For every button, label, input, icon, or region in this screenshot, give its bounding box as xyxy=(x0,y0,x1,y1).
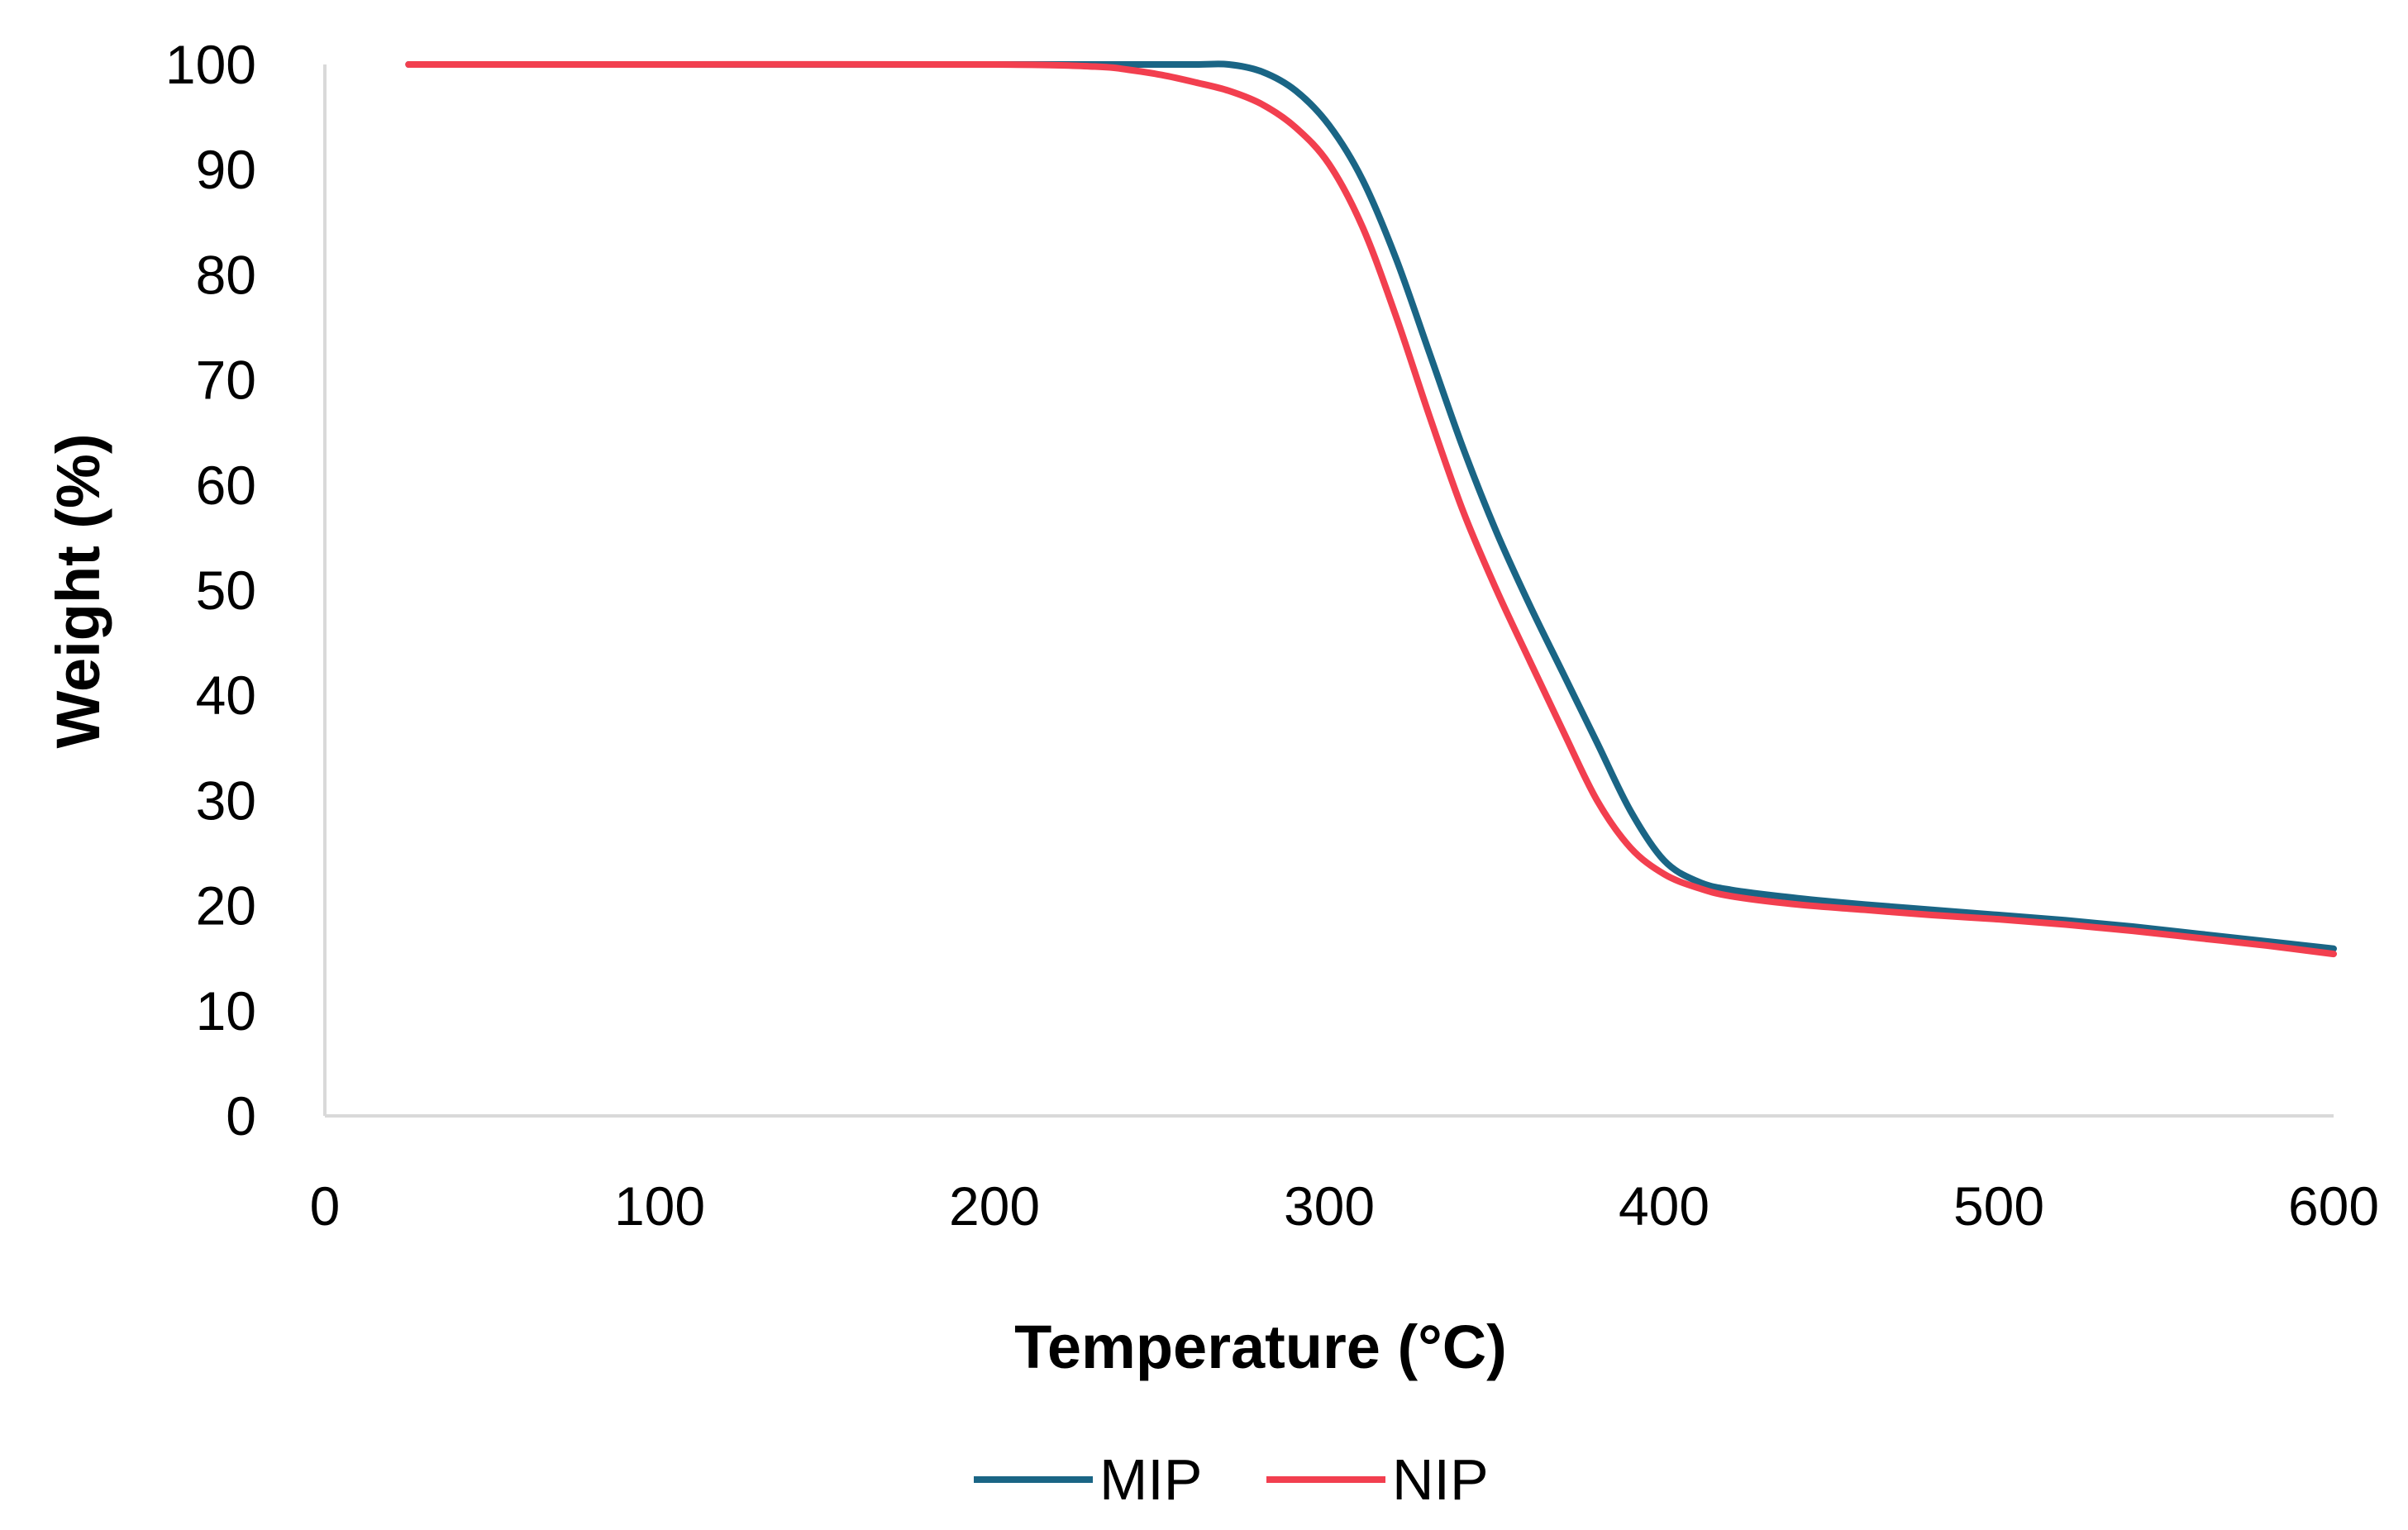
y-tick-label: 80 xyxy=(196,244,256,305)
x-tick-label: 500 xyxy=(1953,1175,2044,1237)
legend-label-mip: MIP xyxy=(1099,1447,1202,1512)
legend-label-nip: NIP xyxy=(1392,1447,1489,1512)
x-tick-label: 300 xyxy=(1284,1175,1375,1237)
y-tick-labels: 0 10 20 30 40 50 60 70 80 90 100 xyxy=(165,34,256,1146)
y-tick-label: 30 xyxy=(196,770,256,831)
x-tick-label: 100 xyxy=(614,1175,705,1237)
x-tick-label: 200 xyxy=(949,1175,1040,1237)
y-tick-label: 70 xyxy=(196,350,256,411)
x-tick-label: 0 xyxy=(310,1175,341,1237)
y-tick-label: 50 xyxy=(196,560,256,621)
x-tick-labels: 0 100 200 300 400 500 600 xyxy=(310,1175,2379,1237)
x-tick-label: 400 xyxy=(1619,1175,1709,1237)
x-tick-label: 600 xyxy=(2288,1175,2379,1237)
data-series xyxy=(405,60,2337,958)
y-axis-title: Weight (%) xyxy=(44,434,112,749)
legend: MIP NIP xyxy=(974,1447,1489,1512)
y-tick-label: 10 xyxy=(196,980,256,1041)
series-line-mip xyxy=(405,60,2337,952)
y-tick-label: 0 xyxy=(226,1085,256,1146)
y-tick-label: 60 xyxy=(196,455,256,516)
y-tick-label: 90 xyxy=(196,139,256,200)
y-tick-label: 100 xyxy=(165,34,256,95)
x-axis-title: Temperature (°C) xyxy=(1014,1313,1507,1381)
y-tick-label: 40 xyxy=(196,665,256,726)
axes xyxy=(323,64,2334,1118)
y-tick-label: 20 xyxy=(196,875,256,937)
series-line-nip xyxy=(405,60,2337,958)
